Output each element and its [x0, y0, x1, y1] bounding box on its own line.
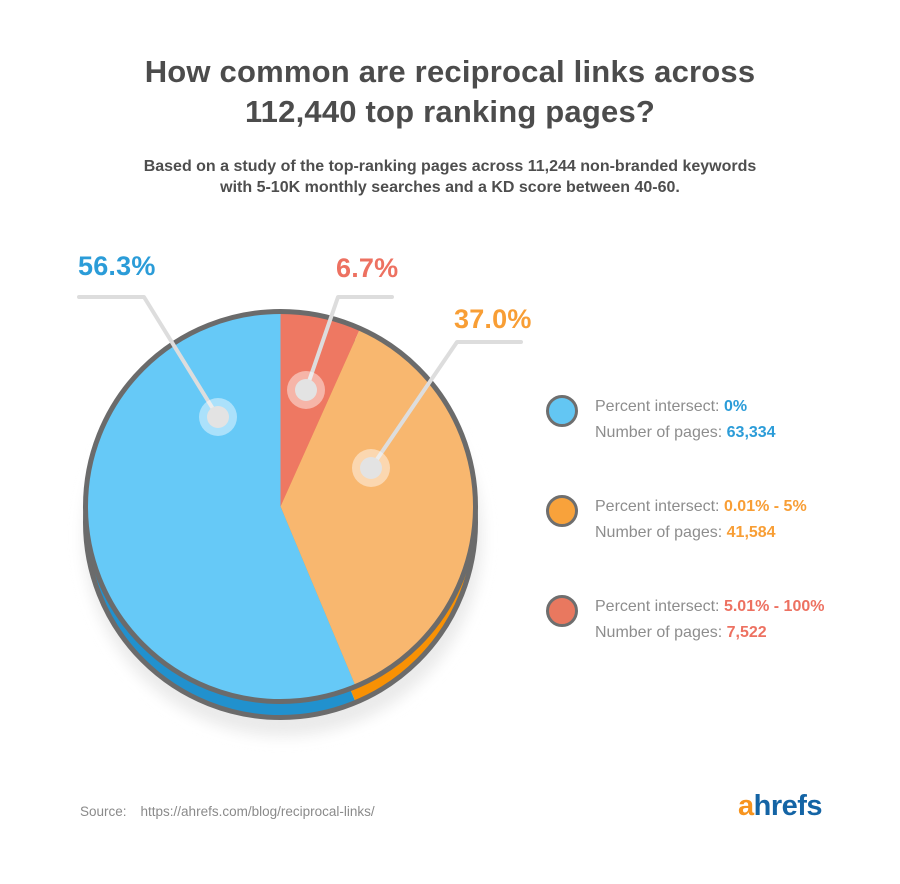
- legend-pages-line: Number of pages: 63,334: [595, 420, 776, 446]
- legend-percent-line: Percent intersect: 5.01% - 100%: [595, 594, 824, 620]
- pie-slice-intersect-0-5: [280, 328, 476, 687]
- pie-slice-intersect-0: [85, 311, 356, 702]
- legend-percent-value: 0.01% - 5%: [723, 498, 807, 515]
- legend-text-block: Percent intersect: 5.01% - 100% Number o…: [595, 594, 824, 646]
- legend-pages-value: 41,584: [726, 524, 776, 541]
- page-title: How common are reciprocal links across 11…: [0, 52, 900, 132]
- legend-pages-label: Number of pages:: [595, 624, 723, 641]
- pie-outline: [83, 309, 478, 704]
- legend-text-block: Percent intersect: 0.01% - 5% Number of …: [595, 494, 807, 546]
- leader-dot-intersect-5-100: [295, 379, 317, 401]
- source-line: Source: https://ahrefs.com/blog/reciproca…: [80, 804, 375, 819]
- legend-percent-value: 0%: [723, 398, 748, 415]
- source-label: Source:: [80, 804, 127, 819]
- subtitle: Based on a study of the top-ranking page…: [0, 156, 900, 198]
- subtitle-line2: with 5-10K monthly searches and a KD sco…: [220, 179, 680, 196]
- legend-pages-label: Number of pages:: [595, 524, 723, 541]
- leader-dot-intersect-0-5: [360, 457, 382, 479]
- legend-swatch-circle-icon: [546, 595, 578, 627]
- legend-text-block: Percent intersect: 0% Number of pages: 6…: [595, 394, 776, 446]
- pie-slice-intersect-5-100: [280, 311, 361, 507]
- legend-percent-value: 5.01% - 100%: [723, 598, 825, 615]
- page-title-line1: How common are reciprocal links across: [144, 54, 756, 89]
- legend-percent-label: Percent intersect:: [595, 398, 720, 415]
- ahrefs-logo-hrefs: hrefs: [753, 790, 823, 822]
- legend-pages-line: Number of pages: 41,584: [595, 520, 807, 546]
- callout-label-intersect-5-100: 6.7%: [336, 253, 399, 283]
- legend-percent-label: Percent intersect:: [595, 598, 720, 615]
- legend-swatch-circle-icon: [546, 395, 578, 427]
- legend-item-intersect-5-100: Percent intersect: 5.01% - 100% Number o…: [546, 594, 866, 646]
- legend-percent-line: Percent intersect: 0%: [595, 394, 776, 420]
- page-title-line2: 112,440 top ranking pages?: [244, 94, 656, 129]
- ahrefs-logo-a: a: [738, 790, 754, 822]
- leader-dot-intersect-0: [207, 406, 229, 428]
- legend: Percent intersect: 0% Number of pages: 6…: [546, 394, 866, 694]
- source-url: https://ahrefs.com/blog/reciprocal-links…: [140, 804, 375, 819]
- legend-swatch-circle-icon: [546, 495, 578, 527]
- legend-pages-label: Number of pages:: [595, 424, 723, 441]
- callout-label-intersect-0: 56.3%: [78, 251, 156, 281]
- subtitle-line1: Based on a study of the top-ranking page…: [143, 158, 757, 175]
- leader-line-intersect-0: [77, 295, 220, 419]
- legend-pages-line: Number of pages: 7,522: [595, 620, 824, 646]
- leader-line-intersect-0-5: [369, 340, 523, 470]
- legend-pages-value: 7,522: [726, 624, 767, 641]
- legend-percent-line: Percent intersect: 0.01% - 5%: [595, 494, 807, 520]
- legend-pages-value: 63,334: [726, 424, 776, 441]
- ahrefs-logo: ahrefs: [738, 790, 823, 823]
- leader-line-intersect-5-100: [304, 295, 394, 392]
- legend-item-intersect-0: Percent intersect: 0% Number of pages: 6…: [546, 394, 866, 446]
- legend-item-intersect-0-5: Percent intersect: 0.01% - 5% Number of …: [546, 494, 866, 546]
- callout-label-intersect-0-5: 37.0%: [454, 304, 532, 334]
- legend-percent-label: Percent intersect:: [595, 498, 720, 515]
